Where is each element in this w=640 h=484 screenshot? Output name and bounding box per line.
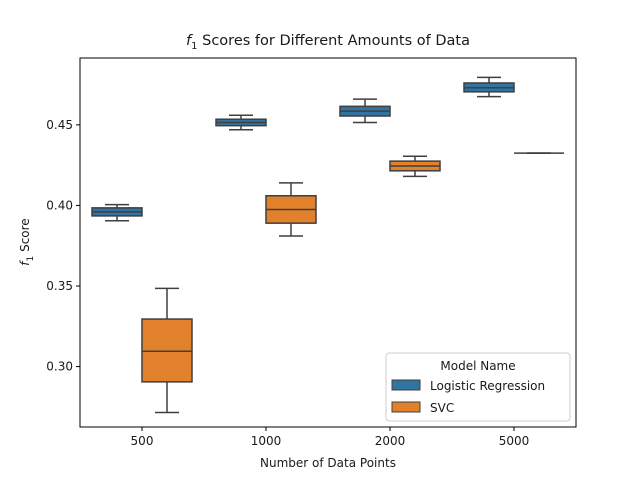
box-logistic-regression-5000: [463, 76, 515, 98]
y-tick-label: 0.40: [46, 198, 73, 212]
box-svc-500: [141, 287, 193, 414]
x-tick-label: 5000: [499, 434, 530, 448]
x-tick-label: 2000: [375, 434, 406, 448]
box-iqr: [141, 318, 193, 383]
x-tick-label: 1000: [251, 434, 282, 448]
box-svc-2000: [389, 155, 441, 178]
y-tick-label: 0.45: [46, 118, 73, 132]
legend-swatch-svc: [391, 401, 421, 413]
y-tick-label: 0.30: [46, 360, 73, 374]
plot-area: [91, 76, 564, 414]
x-axis-title: Number of Data Points: [260, 456, 396, 470]
legend-title: Model Name: [440, 359, 515, 373]
legend-label-logistic-regression: Logistic Regression: [430, 379, 545, 393]
legend: Model Name Logistic Regression SVC: [385, 352, 571, 422]
legend-label-svc: SVC: [430, 401, 454, 415]
box-svc-1000: [265, 182, 317, 237]
box-logistic-regression-500: [91, 203, 143, 222]
x-tick-label: 500: [131, 434, 154, 448]
legend-swatch-logistic-regression: [391, 379, 421, 391]
y-axis: 0.30 0.35 0.40 0.45: [46, 118, 80, 374]
legend-frame: [385, 352, 571, 422]
y-axis-title: f1 Score: [18, 218, 36, 265]
plot-frame: [79, 57, 577, 428]
x-axis: 500 1000 2000 5000: [131, 427, 530, 448]
y-tick-label: 0.35: [46, 279, 73, 293]
box-logistic-regression-1000: [215, 114, 267, 131]
chart-title: f1 Scores for Different Amounts of Data: [186, 33, 470, 52]
box-logistic-regression-2000: [339, 98, 391, 124]
